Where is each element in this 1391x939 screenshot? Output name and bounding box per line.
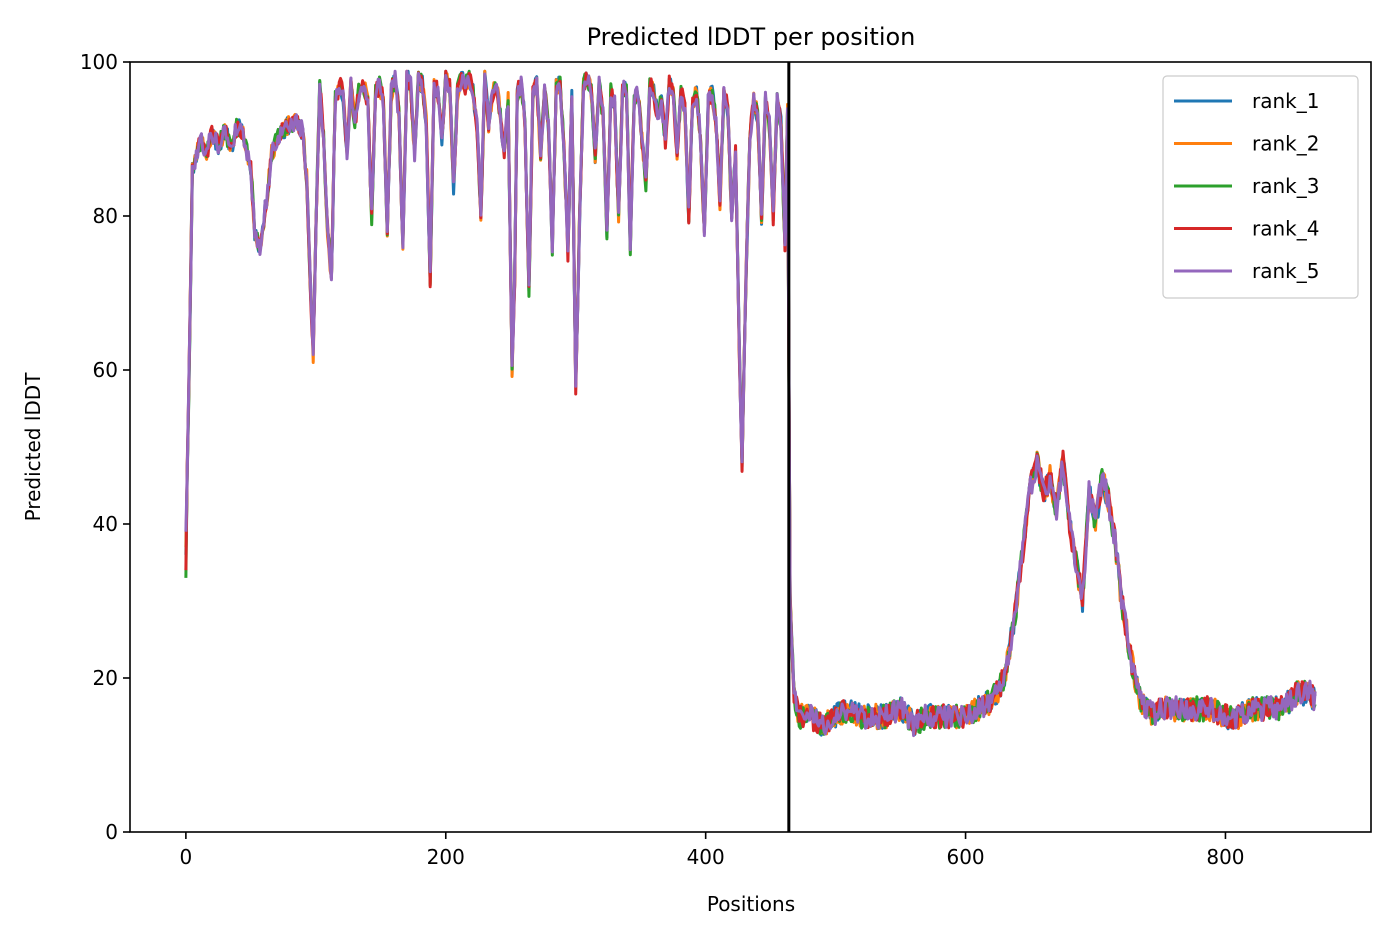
legend-label: rank_1 [1252,89,1319,113]
legend-label: rank_3 [1252,174,1319,198]
y-tick-label: 60 [93,358,118,382]
axes-frame [129,61,1372,833]
x-tick-label: 400 [687,845,725,869]
y-axis-title: Predicted lDDT [21,372,45,522]
x-tick-label: 800 [1206,845,1244,869]
x-tick-label: 0 [180,845,193,869]
x-tick-label: 200 [427,845,465,869]
x-tick-label: 600 [946,845,984,869]
y-tick-label: 80 [93,204,118,228]
x-axis-title: Positions [707,892,795,916]
series-line-rank-5 [184,69,1317,738]
chart-title: Predicted lDDT per position [587,23,916,51]
legend-frame [1162,75,1359,299]
y-tick-label: 40 [93,512,118,536]
legend-label: rank_4 [1252,217,1319,241]
y-axis-ticks: 0 20 40 60 80 100 [80,50,130,844]
legend-label: rank_2 [1252,132,1319,156]
legend: rank_1 rank_2 rank_3 rank_4 rank_5 [1162,75,1359,299]
legend-items: rank_1 rank_2 rank_3 rank_4 rank_5 [1174,89,1319,283]
plot-area [184,62,1317,832]
y-tick-label: 20 [93,666,118,690]
x-axis-ticks: 0 200 400 600 800 [180,832,1245,869]
legend-label: rank_5 [1252,259,1319,283]
y-tick-label: 0 [105,820,118,844]
series-group [184,69,1317,738]
y-tick-label: 100 [80,50,118,74]
